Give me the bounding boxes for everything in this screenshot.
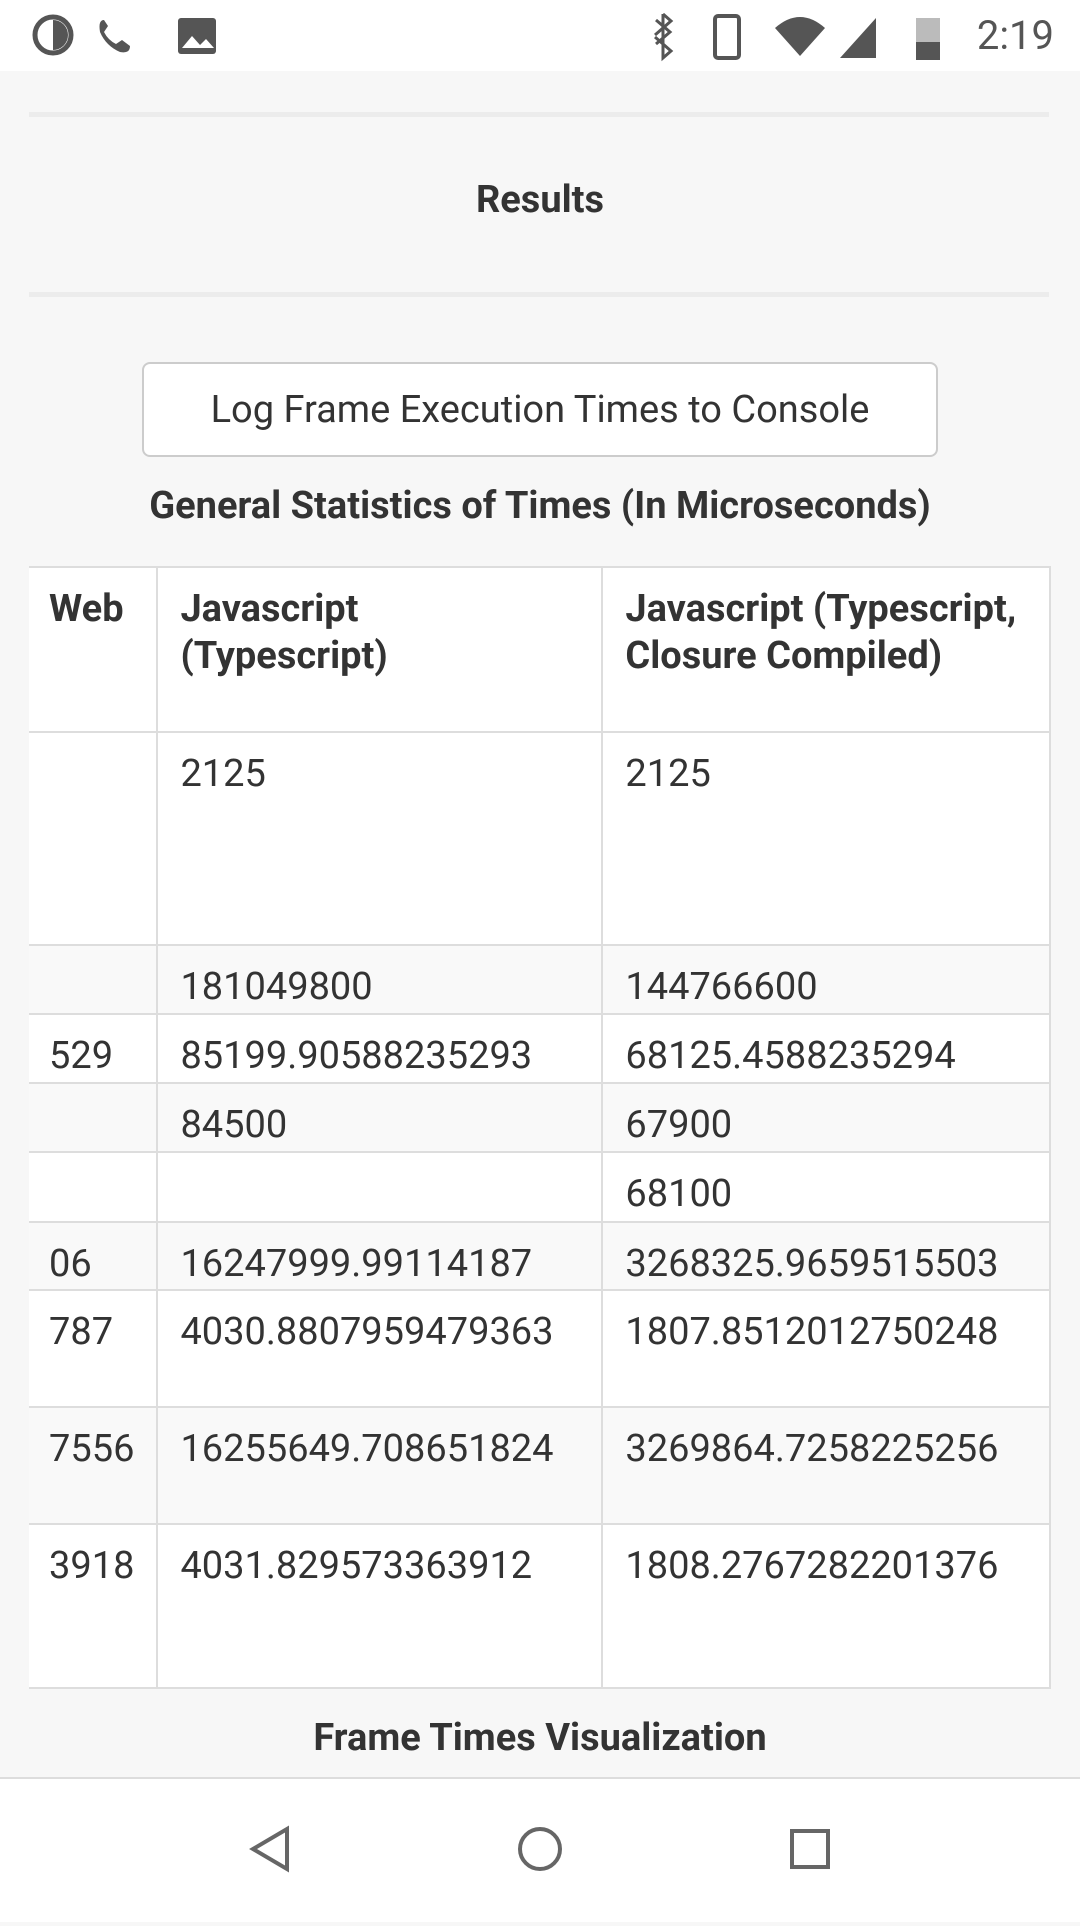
table-container: Web Javascript (Typescript) Javascript (Ty… [29,566,1051,1689]
table-cell: 787 [29,1289,159,1408]
icon [916,42,940,60]
header-cell: Javascript (Typescript) [156,566,604,733]
log-button[interactable]: Log Frame Execution Times to Console [142,362,938,457]
table-cell: 1808.2767282201376 [601,1523,1051,1689]
table-row: 2125 2125 [29,731,1051,946]
header-text: Web [49,587,124,631]
back-button[interactable] [249,1825,289,1873]
table-caption: General Statistics of Times (In Microsec… [149,484,931,528]
status-bar: 2:19 [0,0,1080,71]
home-button[interactable] [518,1827,562,1871]
table-row: 787 4030.8807959479363 1807.8512012750248 [29,1289,1051,1408]
table-cell: 16255649.708651824 [156,1406,604,1525]
table-cell [156,1151,604,1223]
table-row: 3918 4031.829573363912 1808.2767282201376 [29,1523,1051,1689]
table-cell: 67900 [601,1082,1051,1153]
table-row: 181049800 144766600 [29,944,1051,1015]
icon [99,20,130,53]
table-cell: 529 [29,1013,159,1084]
table-cell: 84500 [156,1082,604,1153]
header-text: Javascript (Typescript, Closure Compiled… [625,587,1017,678]
table-cell: 4030.8807959479363 [156,1289,604,1408]
icon [178,18,216,54]
icon [775,17,825,56]
table-cell: 4031.829573363912 [156,1523,604,1689]
status-icons [32,12,940,62]
nav-icons [249,1825,830,1873]
table-cell [29,1082,159,1153]
table-row: 7556 16255649.708651824 3269864.7258225256 [29,1406,1051,1525]
table-cell: 3269864.7258225256 [601,1406,1051,1525]
table-row: 84500 67900 [29,1082,1051,1153]
table-cell: 3918 [29,1523,159,1689]
table-row: 68100 [29,1151,1051,1223]
table-cell: 2125 [156,731,604,946]
table-cell: 144766600 [601,944,1051,1015]
divider [29,292,1049,297]
recents-button[interactable] [790,1829,830,1869]
table-cell: 7556 [29,1406,159,1525]
table-cell: 181049800 [156,944,604,1015]
table-row: 529 85199.90588235293 68125.4588235294 [29,1013,1051,1084]
stats-table: Web Javascript (Typescript) Javascript (Ty… [29,566,1051,1689]
section-title: Frame Times Visualization [313,1716,767,1760]
table-cell: 1807.8512012750248 [601,1289,1051,1408]
icon [182,36,214,48]
icon [654,12,674,62]
table-cell: 16247999.99114187 [156,1221,604,1291]
clock: 2:19 [976,12,1054,59]
table-cell: 3268325.9659515503 [601,1221,1051,1291]
table-cell [29,944,159,1015]
header-cell: Web [29,566,159,733]
table-row: 06 16247999.99114187 3268325.9659515503 [29,1221,1051,1291]
divider [29,112,1049,117]
results-title: Results [475,178,605,222]
table-cell: 68100 [601,1151,1051,1223]
header-cell: Javascript (Typescript, Closure Compiled… [601,566,1051,733]
header-text: Javascript (Typescript) [180,587,388,678]
table-cell: 2125 [601,731,1051,946]
header-row: Web Javascript (Typescript) Javascript (Ty… [29,566,1051,733]
icon [713,14,741,60]
nav-bar [0,1777,1080,1922]
icon [32,14,74,56]
table-cell: 06 [29,1221,159,1291]
table-cell [29,731,159,946]
table-cell: 85199.90588235293 [156,1013,604,1084]
table-cell: 68125.4588235294 [601,1013,1051,1084]
table-cell [29,1151,159,1223]
icon [840,18,876,58]
icon [53,20,68,50]
